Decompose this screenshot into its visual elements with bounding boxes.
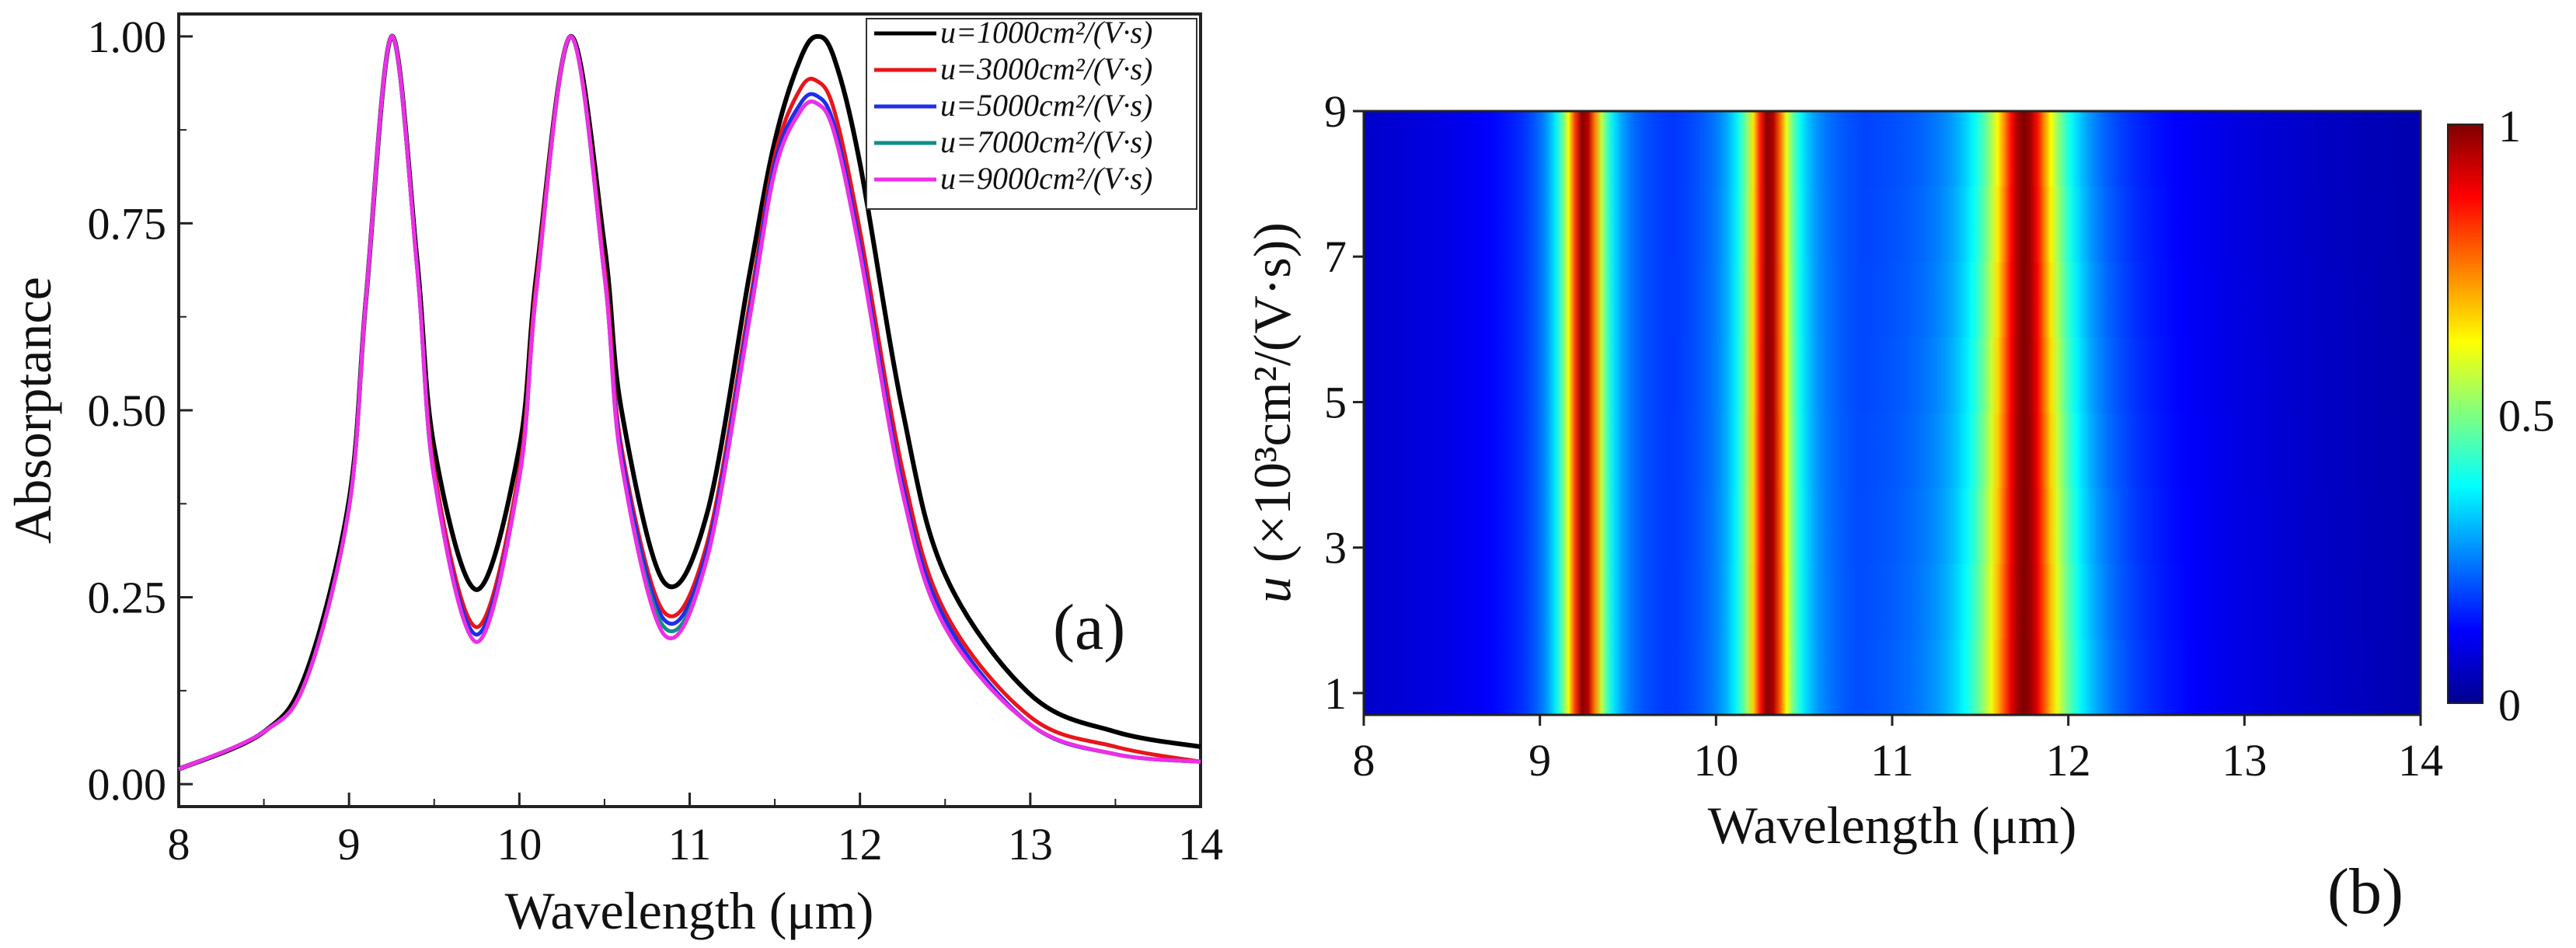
y-tick-label: 9	[1324, 86, 1347, 137]
colorbar-tick-label: 1	[2498, 101, 2521, 152]
y-tick-label: 1	[1324, 668, 1347, 719]
panel-b-x-ticks: 8 9 10 11 12 13 14	[1353, 715, 2443, 786]
x-tick-label: 14	[2398, 735, 2443, 786]
x-tick-label: 9	[338, 819, 361, 870]
y-tick-label: 0.75	[88, 198, 167, 249]
panel-a-label: (a)	[1053, 591, 1125, 664]
panel-a-x-axis-label: Wavelength (μm)	[505, 881, 874, 940]
x-tick-label: 12	[2046, 735, 2091, 786]
panel-a-legend: u=1000cm²/(V·s)u=3000cm²/(V·s)u=5000cm²/…	[866, 15, 1197, 210]
heatmap-row	[1364, 111, 2421, 188]
legend-label: u=5000cm²/(V·s)	[940, 88, 1152, 123]
x-tick-label: 11	[1870, 735, 1914, 786]
heatmap-row	[1364, 563, 2421, 640]
legend-label: u=1000cm²/(V·s)	[940, 15, 1152, 50]
colorbar-tick-label: 0	[2498, 680, 2521, 730]
panel-b-y-axis-label-units: (×10³cm²/(V·s))	[1243, 222, 1302, 563]
panel-a-y-axis-label: Absorptance	[3, 277, 62, 544]
panel-a-y-ticks: 0.00 0.25 0.50 0.75 1.00	[88, 12, 193, 810]
panel-a-x-ticks: 8 9 10 11 12 13 14	[168, 793, 1223, 870]
y-tick-label: 5	[1324, 377, 1347, 427]
x-tick-label: 10	[497, 819, 542, 870]
y-tick-label: 7	[1324, 232, 1347, 282]
x-tick-label: 12	[838, 819, 883, 870]
x-tick-label: 8	[1353, 735, 1375, 786]
y-tick-label: 0.25	[88, 573, 167, 623]
panel-b-label: (b)	[2327, 856, 2403, 928]
y-tick-label: 0.00	[88, 759, 167, 810]
x-tick-label: 9	[1529, 735, 1551, 786]
colorbar	[2447, 124, 2484, 704]
panel-b-y-axis-label-variable: u	[1243, 577, 1302, 603]
y-tick-label: 0.50	[88, 385, 167, 436]
x-tick-label: 13	[2222, 735, 2267, 786]
x-tick-label: 10	[1693, 735, 1738, 786]
series-line-5	[177, 34, 1201, 772]
x-tick-label: 11	[668, 819, 712, 870]
y-tick-label: 1.00	[88, 12, 167, 62]
x-tick-label: 14	[1178, 819, 1223, 870]
legend-label: u=3000cm²/(V·s)	[940, 51, 1152, 86]
heatmap-row	[1364, 639, 2421, 716]
panel-b-y-ticks: 1 3 5 7 9	[1324, 86, 1364, 719]
panel-b-y-axis-label: u (×10³cm²/(V·s))	[1243, 222, 1302, 603]
heatmap-row	[1364, 262, 2421, 339]
colorbar-ticks: 00.51	[2498, 101, 2555, 730]
legend-box	[866, 18, 1197, 210]
heatmap-row	[1364, 488, 2421, 565]
heatmap-row	[1364, 413, 2421, 490]
heatmap-row	[1364, 186, 2421, 263]
x-tick-label: 8	[168, 819, 190, 870]
colorbar-tick-label: 0.5	[2498, 391, 2555, 441]
heatmap-row	[1364, 337, 2421, 414]
x-tick-label: 13	[1008, 819, 1053, 870]
legend-label: u=9000cm²/(V·s)	[940, 161, 1152, 196]
y-tick-label: 3	[1324, 523, 1347, 573]
panel-b-x-axis-label: Wavelength (μm)	[1708, 796, 2077, 855]
panel-a-series-lines	[177, 33, 1201, 772]
panel-b-heatmap-cells	[1364, 111, 2421, 716]
panel-a-line-chart: 8 9 10 11 12 13 14 0.00 0.25 0.50 0.75 1.00 Wavele…	[3, 12, 1223, 940]
legend-label: u=7000cm²/(V·s)	[940, 124, 1152, 159]
